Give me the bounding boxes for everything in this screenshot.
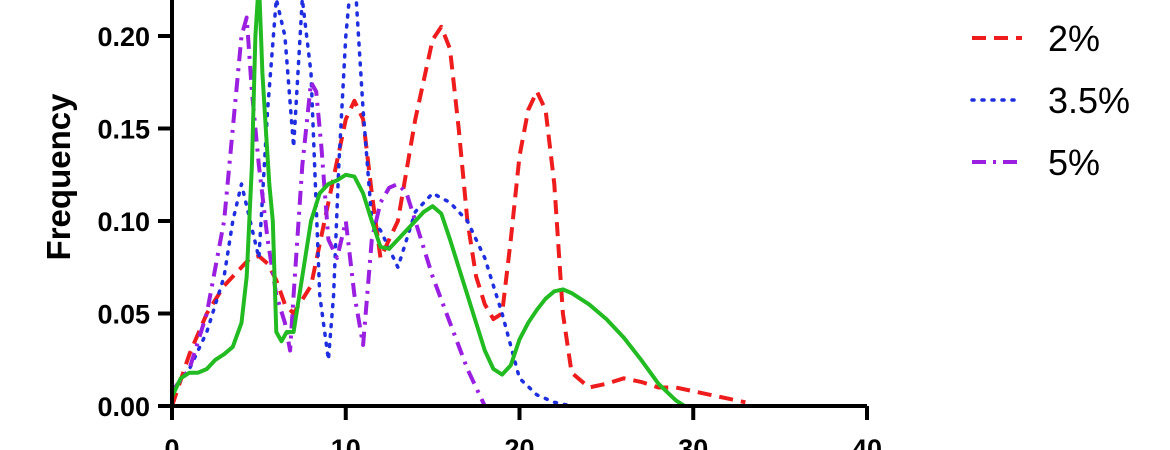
x-tick-label: 40 <box>852 434 882 450</box>
y-tick-label: 0.20 <box>97 22 150 52</box>
y-tick-label: 0.10 <box>97 207 150 237</box>
x-tick-label: 30 <box>678 434 708 450</box>
y-tick-label: 0.15 <box>97 115 150 145</box>
y-tick-label: 0.00 <box>97 392 150 422</box>
series-line-5pct <box>170 15 487 407</box>
x-tick-label: 20 <box>504 434 534 450</box>
legend-label: 5% <box>1048 142 1100 183</box>
x-tick-label: 0 <box>164 434 179 450</box>
legend-label: 3.5% <box>1048 80 1130 121</box>
x-tick-label: 10 <box>331 434 361 450</box>
legend-label: 2% <box>1048 18 1100 59</box>
legend: 2% 3.5% 5% <box>970 18 1130 183</box>
plot-area <box>170 0 746 408</box>
y-axis-title: Frequency <box>40 93 77 261</box>
series-line-unlabeled-3 <box>170 0 686 408</box>
y-tick-label: 0.05 <box>97 300 150 330</box>
axes: 0 10 20 30 40 0.00 0.05 0.10 0.15 0.20 <box>97 0 882 450</box>
